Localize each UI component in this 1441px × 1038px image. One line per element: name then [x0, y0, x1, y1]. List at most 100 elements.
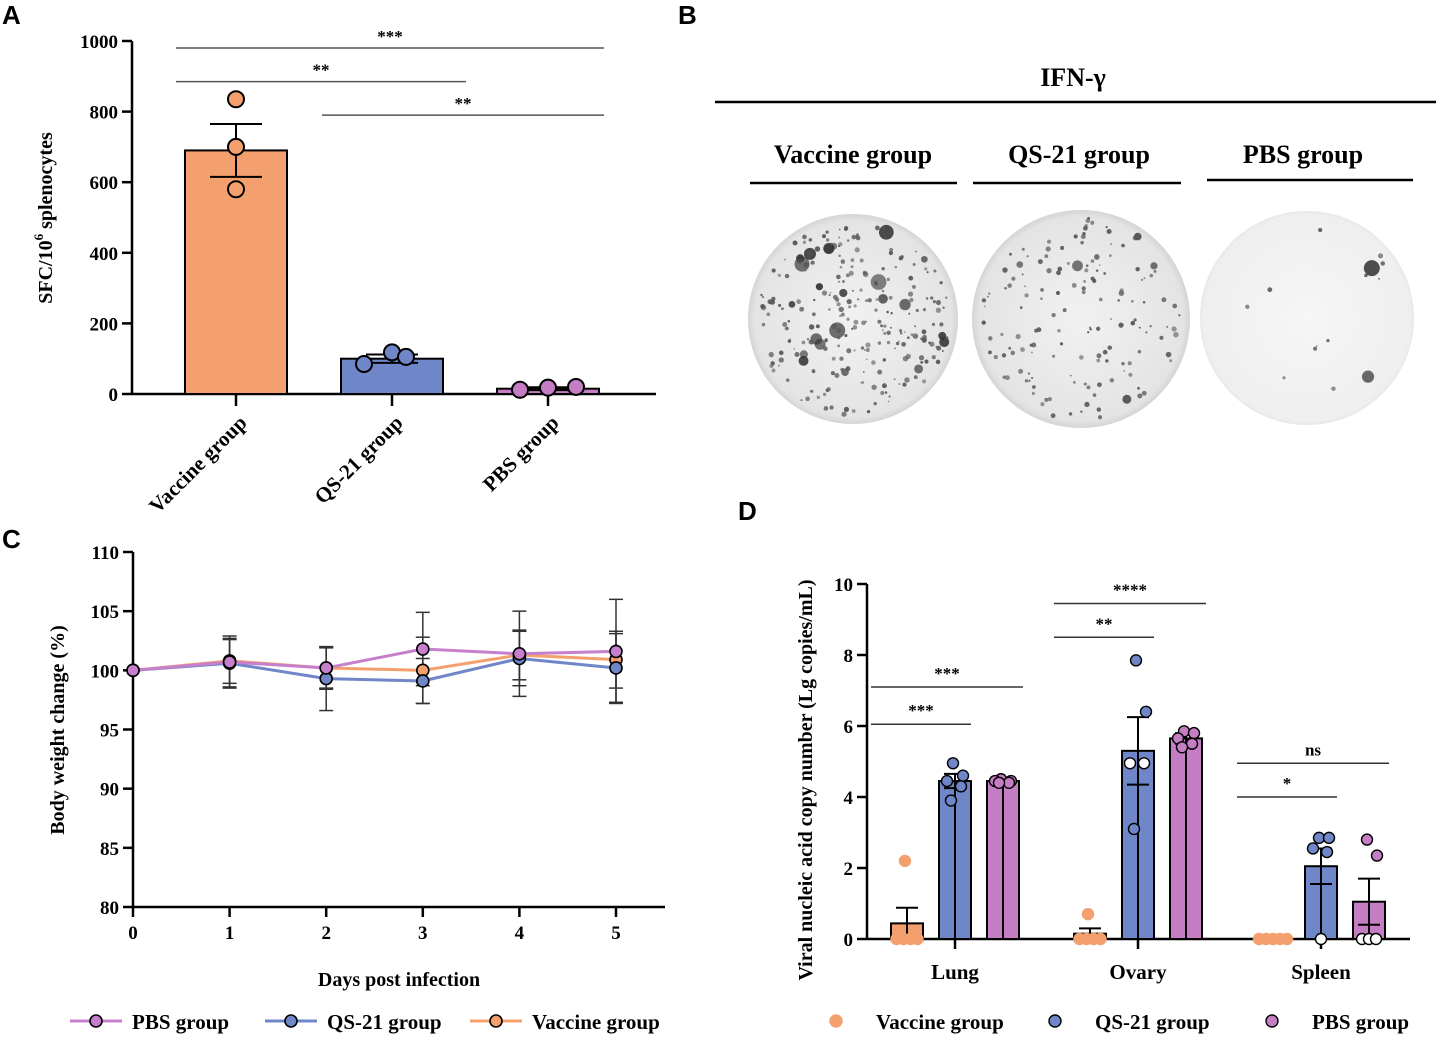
elispot-spot [1110, 318, 1113, 321]
elispot-spot [981, 320, 986, 325]
elispot-spot [853, 304, 857, 308]
elispot-spot [1090, 220, 1095, 225]
y-tick-label-c: 105 [91, 602, 120, 623]
elispot-spot [1026, 255, 1029, 258]
elispot-spot [1072, 380, 1076, 384]
elispot-spot [848, 305, 852, 309]
elispot-spot [931, 322, 936, 326]
elispot-spot [1095, 269, 1099, 272]
elispot-spot [770, 361, 775, 366]
elispot-spot [782, 322, 788, 327]
elispot-spot [865, 358, 868, 361]
elispot-spot [807, 251, 813, 258]
x-axis-title-c: Days post infection [318, 969, 480, 991]
elispot-spot [930, 296, 934, 300]
elispot-spot [797, 258, 803, 264]
elispot-spot [783, 258, 786, 261]
elispot-spot [1032, 385, 1036, 389]
elispot-spot [986, 295, 989, 298]
elispot-spot [836, 302, 841, 307]
elispot-spot [836, 328, 842, 334]
elispot-spot [803, 262, 809, 268]
elispot-spot [839, 288, 848, 298]
elispot-spot [1122, 394, 1132, 404]
elispot-spot [846, 239, 850, 242]
elispot-spot [816, 395, 821, 400]
elispot-spot [836, 274, 841, 280]
significance-label-a: ** [313, 61, 330, 80]
elispot-spots-vaccine [760, 224, 950, 417]
elispot-spot [921, 329, 927, 335]
significance-label-d: ns [1305, 740, 1321, 759]
elispot-spot [822, 234, 827, 239]
elispot-spot [944, 336, 949, 340]
data-point-a [511, 380, 529, 399]
data-point-d [1175, 741, 1189, 754]
elispot-spot [1031, 376, 1034, 380]
elispot-spot [1096, 326, 1101, 331]
elispot-spot [913, 375, 918, 380]
data-point-d [956, 769, 970, 782]
elispot-spot [1178, 314, 1181, 317]
elispot-well-vaccine [748, 214, 958, 424]
elispot-spot [828, 293, 831, 297]
y-axis-title-a-main: SFC/10 [35, 240, 57, 303]
elispot-label-pbs: PBS group [1243, 140, 1363, 169]
elispot-spot [859, 258, 864, 263]
elispot-spot [1267, 287, 1273, 293]
elispot-spot [1380, 261, 1386, 266]
elispot-spot [875, 298, 879, 301]
elispot-spot [1081, 286, 1086, 291]
elispot-spot [1107, 345, 1113, 350]
elispot-spot [912, 262, 916, 266]
elispot-spot [1137, 386, 1140, 390]
elispot-spot [988, 336, 993, 341]
x-category-label-d: Ovary [1109, 960, 1167, 984]
x-category-label-a: QS-21 group [310, 411, 408, 509]
elispot-spot [900, 255, 904, 259]
elispot-spot [881, 289, 885, 293]
elispot-spot [1080, 240, 1084, 245]
elispot-spot [1118, 290, 1125, 296]
elispot-spot [799, 350, 808, 359]
elispot-spot [1097, 382, 1102, 388]
data-point-a [539, 378, 557, 397]
elispot-spot [822, 392, 827, 397]
elispot-spot [993, 355, 998, 360]
elispot-spot [915, 308, 919, 313]
elispot-spot [865, 342, 871, 348]
data-point-d [1081, 907, 1095, 921]
elispot-spot [1159, 335, 1164, 340]
elispot-spot [1083, 280, 1087, 283]
y-axis-title-c: Body weight change (%) [47, 625, 69, 834]
data-point-c [512, 646, 527, 661]
elispot-spot [1140, 278, 1143, 281]
data-point-d [1314, 932, 1328, 946]
elispot-spot [1096, 353, 1102, 359]
elispot-spot [808, 339, 814, 345]
significance-label-d: ** [1096, 614, 1113, 633]
elispot-spot [899, 331, 903, 335]
elispot-spot [1121, 243, 1125, 248]
elispot-spot [804, 269, 807, 272]
panel-a-bar-chart: 0 200 400 600 800 1000 SFC/106 splenocytes Vacc… [31, 27, 656, 518]
elispot-spot [813, 298, 816, 302]
elispot-spot [1109, 254, 1112, 257]
elispot-spot [831, 323, 837, 329]
elispot-spot [1089, 327, 1092, 331]
elispot-spot [1102, 349, 1108, 355]
elispot-spot [1132, 235, 1138, 241]
elispot-spot [838, 280, 841, 283]
elispot-spot [1005, 375, 1010, 381]
x-tick-label-c: 0 [128, 923, 138, 944]
y-tick-label-d: 4 [844, 788, 854, 809]
elispot-spot [851, 234, 857, 240]
x-tick-label-c: 3 [418, 923, 428, 944]
data-point-a [397, 347, 415, 366]
elispot-spot [1015, 333, 1021, 340]
elispot-spot [862, 371, 865, 373]
elispot-spot [1141, 390, 1147, 396]
elispot-spot [883, 331, 887, 335]
elispot-spot [860, 346, 865, 350]
elispot-spot [907, 291, 914, 297]
